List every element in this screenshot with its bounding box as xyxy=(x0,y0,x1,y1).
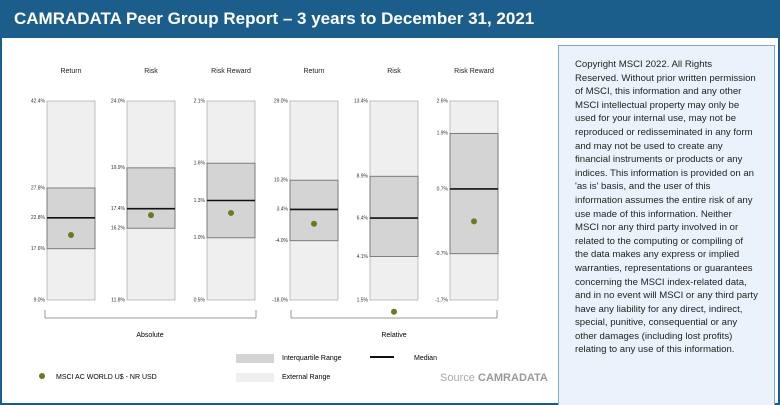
panel-title: Return xyxy=(303,68,325,75)
interquartile-range xyxy=(369,175,419,257)
group-label: Relative xyxy=(381,332,406,339)
marker xyxy=(471,218,477,225)
y-tick-label: 24.0% xyxy=(111,98,126,104)
legend-label: Interquartile Range xyxy=(282,355,342,362)
y-tick-label: 1.0% xyxy=(194,235,206,241)
interquartile-range xyxy=(126,167,176,229)
y-tick-label: 17.6% xyxy=(31,246,46,252)
y-tick-label: 16.2% xyxy=(111,226,126,232)
legend-iqr xyxy=(236,354,274,363)
y-tick-label: 22.8% xyxy=(31,215,46,221)
panel-title: Risk xyxy=(387,68,401,75)
y-tick-label: 11.8% xyxy=(111,297,125,303)
y-tick-label: 0.7% xyxy=(437,186,449,192)
y-tick-label: 1.3% xyxy=(194,198,206,204)
panel-title: Risk Reward xyxy=(211,68,251,75)
y-tick-label: 19.9% xyxy=(111,165,126,171)
y-tick-label: 27.8% xyxy=(31,185,46,191)
panel-title: Risk xyxy=(144,68,158,75)
interquartile-range xyxy=(449,132,499,255)
source-name: CAMRADATA xyxy=(478,372,548,384)
y-tick-label: -4.0% xyxy=(275,238,289,244)
y-tick-label: 4.1% xyxy=(357,254,369,260)
y-tick-label: 1.9% xyxy=(437,131,449,137)
y-tick-label: 9.0% xyxy=(34,297,46,303)
y-tick-label: -18.0% xyxy=(272,297,288,303)
y-tick-label: 42.4% xyxy=(31,98,46,104)
panel-title: Risk Reward xyxy=(454,68,494,75)
marker xyxy=(391,308,397,315)
legend-label: MSCI AC WORLD U$ - NR USD xyxy=(56,374,157,381)
group-label: Absolute xyxy=(136,332,163,339)
y-tick-label: 10.3% xyxy=(274,178,289,184)
marker xyxy=(68,232,74,239)
legend-label: External Range xyxy=(282,374,330,381)
y-tick-label: 6.4% xyxy=(357,215,369,221)
header-title: CAMRADATA Peer Group Report – 3 years to… xyxy=(14,9,535,28)
legend-external xyxy=(236,373,274,382)
interquartile-range xyxy=(289,179,339,242)
y-tick-label: 1.5% xyxy=(357,297,369,303)
legend-label: Median xyxy=(414,355,437,362)
y-tick-label: 2.1% xyxy=(194,98,206,104)
source-prefix: Source xyxy=(440,372,475,384)
y-tick-label: 8.9% xyxy=(357,174,369,180)
y-tick-label: 1.6% xyxy=(194,161,206,167)
legend-marker xyxy=(39,373,45,379)
y-tick-label: 29.0% xyxy=(274,98,289,104)
chart: Absolute Relative MSCI AC WORLD U$ - NR … xyxy=(31,98,548,384)
y-tick-label: 0.5% xyxy=(194,297,206,303)
y-tick-label: -1.7% xyxy=(435,297,449,303)
marker xyxy=(228,209,234,216)
marker xyxy=(311,220,317,227)
panel-title: Return xyxy=(60,68,82,75)
y-tick-label: 3.4% xyxy=(277,207,289,213)
marker xyxy=(148,212,154,219)
disclaimer: Copyright MSCI 2022. All Rights Reserved… xyxy=(558,45,775,405)
y-tick-label: 2.6% xyxy=(437,98,449,104)
y-tick-label: 13.4% xyxy=(354,98,369,104)
y-tick-label: -0.7% xyxy=(435,251,449,257)
y-tick-label: 17.4% xyxy=(111,206,126,212)
